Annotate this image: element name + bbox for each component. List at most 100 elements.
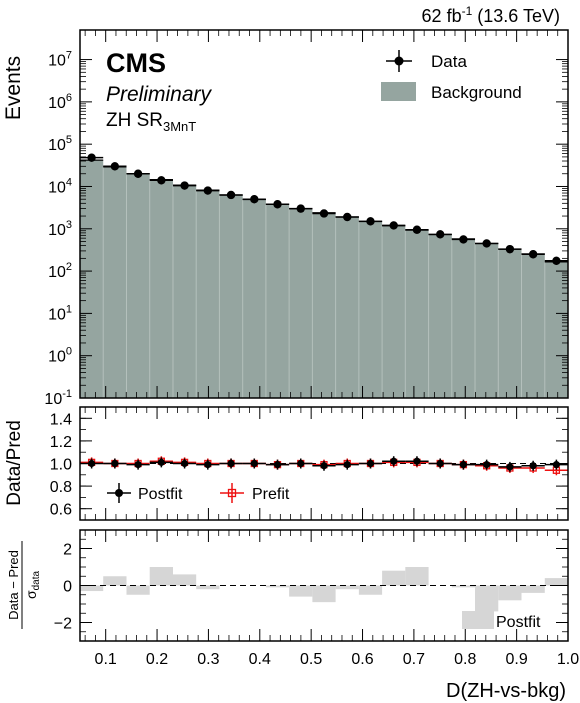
data-point: [87, 153, 96, 162]
background-bar: [103, 166, 127, 398]
data-point: [110, 162, 120, 171]
x-tick-label: 0.3: [197, 651, 219, 668]
ratio-y-tick-label: 0.6: [50, 502, 72, 519]
y-tick-label: 102: [48, 261, 72, 281]
pull-bar: [80, 585, 104, 592]
y-tick-label: 100: [48, 346, 72, 366]
data-point: [319, 209, 329, 218]
data-point: [273, 200, 282, 209]
data-point: [250, 195, 259, 204]
postfit-point: [157, 458, 165, 466]
legend-data-label: Data: [431, 52, 467, 71]
data-point: [226, 190, 236, 200]
ratio-y-tick-label: 1.0: [50, 457, 72, 474]
background-bar: [405, 230, 429, 398]
background-bar: [358, 221, 383, 398]
pull-bar: [103, 576, 127, 586]
pull-y-tick-label: 0: [63, 579, 72, 596]
data-point: [180, 181, 189, 190]
data-point: [366, 217, 375, 226]
postfit-point: [506, 463, 514, 471]
x-axis-label: D(ZH-vs-bkg): [446, 680, 566, 702]
data-point: [482, 239, 491, 248]
background-bar: [544, 261, 568, 398]
legend-postfit-label: Postfit: [138, 486, 183, 503]
pull-bar: [521, 585, 545, 593]
postfit-point: [552, 461, 560, 469]
x-tick-label: 0.4: [249, 651, 271, 668]
postfit-point: [390, 457, 398, 465]
data-point: [435, 230, 445, 239]
x-tick-label: 0.9: [506, 651, 528, 668]
cms-label: CMS: [106, 48, 166, 78]
y-tick-label: 107: [48, 50, 72, 70]
data-point: [203, 186, 213, 195]
ratio-y-tick-label: 0.8: [50, 479, 72, 496]
ratio-y-axis-label: Data/Pred: [4, 420, 25, 506]
background-bar: [521, 253, 545, 398]
pull-bar: [451, 585, 476, 588]
pull-bar: [289, 585, 313, 597]
legend-prefit-marker: [227, 488, 237, 498]
pull-y-axis-label: Data − Pred σdata: [6, 541, 42, 629]
pull-bar: [405, 567, 429, 586]
background-bar: [382, 225, 406, 398]
preliminary-label: Preliminary: [106, 83, 213, 106]
postfit-point: [227, 459, 235, 468]
y-tick-label: 101: [48, 303, 72, 323]
background-bar: [428, 234, 452, 398]
x-tick-label: 0.7: [403, 651, 425, 668]
pull-bar: [358, 585, 383, 595]
main-frame: [79, 29, 569, 399]
postfit-point: [459, 461, 468, 469]
data-point: [459, 235, 468, 244]
x-tick-label: 0.1: [95, 651, 117, 668]
pull-y-tick-label: −2: [54, 616, 72, 633]
region-label: ZH SR3MnT: [106, 110, 196, 134]
data-point: [157, 176, 166, 185]
ratio-y-tick-label: 1.4: [50, 411, 72, 428]
pull-bar: [149, 567, 173, 586]
background-bar: [80, 160, 104, 398]
background-bar: [126, 173, 150, 398]
background-bar: [312, 212, 336, 398]
background-bar: [265, 204, 290, 398]
data-point: [133, 169, 143, 178]
postfit-point: [180, 459, 189, 468]
postfit-point: [343, 461, 351, 469]
y-tick-label: 105: [48, 134, 72, 154]
legend-postfit-marker: [115, 489, 123, 497]
y-tick-label: 104: [48, 176, 72, 196]
data-point: [343, 212, 352, 222]
postfit-point: [413, 457, 421, 465]
background-bar: [242, 199, 266, 398]
background-bar: [172, 185, 197, 398]
pull-y-tick-label: 2: [63, 542, 72, 559]
postfit-point: [111, 459, 119, 468]
ratio-panel: 0.6 0.8 1.0 1.2 1.4 Data/Pred Postfit Prefit: [4, 406, 569, 521]
x-tick-label: 0.2: [146, 651, 168, 668]
pull-bar: [498, 585, 522, 601]
background-bar: [498, 249, 522, 398]
postfit-point: [204, 461, 212, 469]
pull-bar: [475, 585, 499, 612]
postfit-point: [320, 462, 328, 470]
x-tick-label: 0.5: [300, 651, 322, 668]
y-tick-label: 106: [48, 92, 72, 112]
pull-bar: [544, 578, 568, 586]
ratio-y-tick-label: 1.2: [50, 434, 72, 451]
postfit-point: [436, 459, 444, 468]
background-bar: [219, 194, 243, 398]
postfit-point: [483, 461, 491, 469]
postfit-point: [273, 461, 282, 469]
main-panel: 10-1 100 101 102 103 104 105 106 107 Events Data Ba…: [2, 29, 569, 408]
pull-bar: [312, 585, 336, 603]
postfit-point: [366, 459, 375, 468]
background-bar: [149, 179, 173, 398]
data-point: [528, 250, 538, 259]
y-tick-label: 10-1: [44, 388, 72, 408]
legend-background-label: Background: [431, 83, 522, 102]
legend-pull-label: Postfit: [496, 614, 541, 631]
legend-background-swatch: [381, 82, 416, 101]
